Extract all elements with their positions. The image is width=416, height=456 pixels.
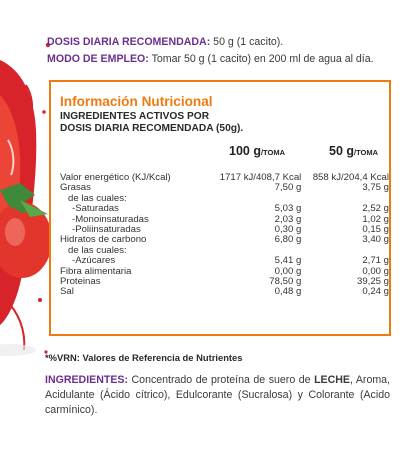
column-header-100g-amount: 100 g [229, 144, 261, 158]
nutrition-panel: Información Nutricional INGREDIENTES ACT… [49, 80, 391, 336]
value-50g: 3,40 g [362, 234, 389, 246]
value-100g: 2,03 g [274, 213, 302, 225]
table-row: Fibra alimentaria 0,00 g 0,00 g [60, 265, 389, 277]
recommended-dose-value: 50 g (1 cacito). [210, 36, 284, 48]
value-50g: 1,02 g [362, 213, 389, 225]
usage-line: MODO DE EMPLEO: Tomar 50 g (1 cacito) en… [47, 53, 374, 65]
recommended-dose-line: DOSIS DIARIA RECOMENDADA: 50 g (1 cacito… [47, 36, 283, 48]
nutrient-name: Fibra alimentaria [60, 265, 132, 277]
column-header-50g-unit: /TOMA [354, 148, 379, 157]
allergen-milk: LECHE [314, 374, 350, 386]
table-row: -Monoinsaturadas 2,03 g 1,02 g [60, 213, 389, 225]
nutrition-subtitle-line1: INGREDIENTES ACTIVOS POR [60, 111, 210, 122]
table-row: Grasas 7,50 g 3,75 g [60, 182, 389, 194]
table-row: de las cuales: [60, 192, 389, 204]
table-row: -Poliinsaturadas 0,30 g 0,15 g [60, 224, 389, 236]
value-50g: 0,00 g [362, 265, 389, 277]
nutrient-name: -Saturadas [72, 203, 119, 215]
value-100g: 0,00 g [274, 265, 302, 277]
nutrient-name: Grasas [60, 182, 91, 194]
table-row: -Azúcares 5,41 g 2,71 g [60, 255, 389, 267]
column-header-100g: 100 g/TOMA [229, 144, 285, 158]
nutrient-name: Proteinas [60, 276, 101, 288]
nutrition-table: Valor energético (KJ/Kcal) 1717 kJ/408,7 … [60, 172, 389, 298]
table-row: Hidratos de carbono 6,80 g 3,40 g [60, 234, 389, 246]
value-100g: 1717 kJ/408,7 Kcal [219, 172, 302, 183]
ingredients-label: INGREDIENTES: [45, 374, 128, 386]
table-row: Valor energético (KJ/Kcal) 1717 kJ/408,7 … [60, 172, 389, 183]
vrn-footnote: *%VRN: Valores de Referencia de Nutrient… [45, 352, 243, 363]
value-100g: 7,50 g [274, 182, 302, 194]
value-50g: 2,52 g [362, 203, 389, 215]
nutrient-name: de las cuales: [68, 244, 127, 256]
column-header-100g-unit: /TOMA [260, 148, 285, 157]
table-row: Proteinas 78,50 g 39,25 g [60, 276, 389, 288]
value-50g: 0,15 g [362, 224, 389, 236]
ingredients-paragraph: INGREDIENTES: Concentrado de proteína de… [45, 373, 390, 418]
usage-label: MODO DE EMPLEO: [47, 53, 149, 65]
value-50g: 858 kJ/204,4 Kcal [312, 172, 389, 183]
value-100g: 0,48 g [274, 286, 302, 298]
nutrient-name: -Azúcares [72, 255, 116, 267]
value-100g: 6,80 g [274, 234, 302, 246]
value-50g: 3,75 g [362, 182, 389, 194]
value-100g: 0,30 g [274, 224, 302, 236]
value-50g: 39,25 g [356, 276, 389, 288]
nutrient-name: de las cuales: [68, 192, 127, 204]
ingredients-text-after: , Aroma, Acidulante (Ácido cítrico), Edu… [45, 374, 390, 416]
table-row: -Saturadas 5,03 g 2,52 g [60, 203, 389, 215]
ingredients-text-before: Concentrado de proteína de suero de [128, 374, 315, 386]
value-100g: 5,41 g [274, 255, 302, 267]
nutrient-name: Valor energético (KJ/Kcal) [60, 172, 171, 183]
fruit-splash-decoration [0, 42, 55, 356]
nutrient-name: Hidratos de carbono [60, 234, 147, 246]
table-row: Sal 0,48 g 0,24 g [60, 286, 389, 298]
recommended-dose-label: DOSIS DIARIA RECOMENDADA: [47, 36, 211, 48]
nutrient-name: Sal [60, 286, 74, 298]
usage-value: Tomar 50 g (1 cacito) en 200 ml de agua … [148, 53, 374, 65]
table-row: de las cuales: [60, 244, 389, 256]
column-header-50g: 50 g/TOMA [329, 144, 378, 158]
value-100g: 78,50 g [269, 276, 302, 288]
nutrient-name: -Monoinsaturadas [72, 213, 149, 225]
value-50g: 2,71 g [362, 255, 389, 267]
nutrition-subtitle-line2: DOSIS DIARIA RECOMENDADA (50g). [60, 123, 244, 134]
nutrition-panel-title: Información Nutricional [60, 94, 213, 109]
column-header-50g-amount: 50 g [329, 144, 355, 158]
value-100g: 5,03 g [274, 203, 302, 215]
nutrient-name: -Poliinsaturadas [72, 224, 141, 236]
value-50g: 0,24 g [362, 286, 389, 298]
